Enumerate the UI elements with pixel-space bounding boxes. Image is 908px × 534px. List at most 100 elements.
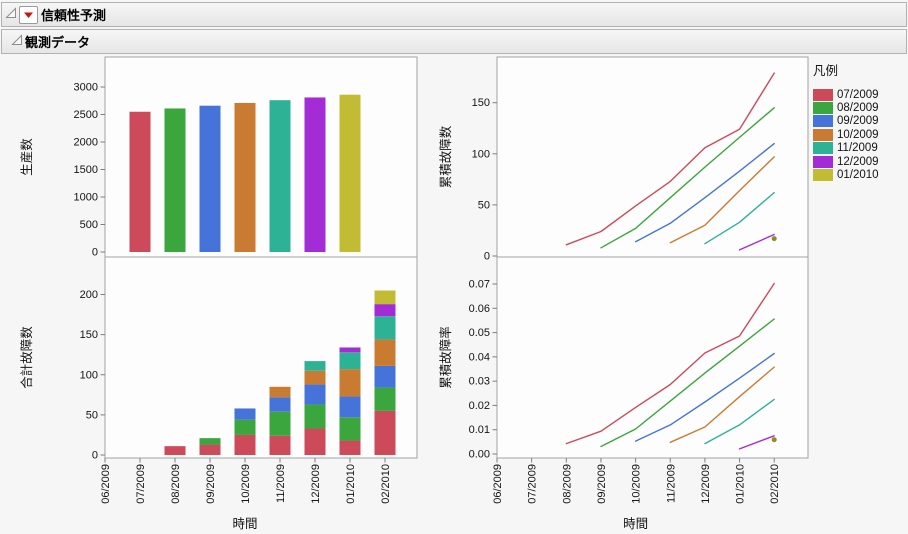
x-tick-label: 02/2010	[380, 464, 392, 504]
legend-entry-09/2009[interactable]: 09/2009	[813, 115, 879, 128]
x-tick-label: 08/2009	[561, 464, 573, 504]
y-tick-label: 3000	[74, 82, 98, 94]
series-line-12/2009[interactable]	[738, 233, 775, 251]
production-bar-01/2010[interactable]	[339, 94, 361, 252]
y-tick-label: 50	[478, 199, 490, 211]
legend-swatch	[813, 102, 833, 115]
legend-swatch	[813, 88, 833, 101]
y-tick-label: 100	[472, 148, 490, 160]
series-line-11/2009[interactable]	[704, 398, 775, 445]
y-tick-label: 50	[86, 409, 98, 421]
failure-segment-10/2009-at-01/2010[interactable]	[339, 369, 361, 397]
failure-segment-08/2009-at-01/2010[interactable]	[339, 417, 361, 441]
failure-segment-11/2009-at-01/2010[interactable]	[339, 352, 361, 370]
y-tick-label: 1000	[74, 192, 98, 204]
x-axis-title: 時間	[623, 517, 648, 531]
red-triangle-menu-button[interactable]	[19, 5, 38, 24]
failure-segment-09/2009-at-01/2010[interactable]	[339, 396, 361, 418]
legend-entry-01/2010[interactable]: 01/2010	[813, 168, 879, 182]
failure-segment-12/2009-at-02/2010[interactable]	[374, 304, 396, 317]
series-line-07/2009[interactable]	[565, 282, 775, 445]
failure-segment-09/2009-at-12/2009[interactable]	[304, 384, 326, 405]
production-bar-12/2009[interactable]	[304, 97, 326, 252]
y-axis-title: 累積故障率	[438, 326, 453, 389]
failure-segment-09/2009-at-02/2010[interactable]	[374, 365, 396, 388]
y-tick-label: 2000	[74, 137, 98, 149]
failure-segment-07/2009-at-12/2009[interactable]	[304, 428, 326, 455]
failure-segment-08/2009-at-02/2010[interactable]	[374, 387, 396, 411]
plot-frame	[496, 56, 809, 258]
series-line-09/2009[interactable]	[634, 142, 775, 243]
y-tick-label: 0.02	[469, 400, 490, 412]
disclosure-triangle-icon[interactable]	[11, 33, 23, 51]
y-tick-label: 0.07	[469, 278, 490, 290]
legend-label: 09/2009	[837, 115, 879, 128]
x-tick-label: 09/2009	[205, 464, 217, 504]
y-tick-label: 0.00	[469, 449, 490, 461]
plot-frame	[104, 56, 418, 258]
series-point-01/2010[interactable]	[771, 236, 777, 242]
failure-segment-07/2009-at-02/2010[interactable]	[374, 410, 396, 455]
x-tick-label: 11/2009	[275, 464, 287, 503]
outline-header-reliability-forecast: 信頼性予測	[1, 2, 907, 27]
legend-entry-10/2009[interactable]: 10/2009	[813, 128, 879, 141]
legend-entry-11/2009[interactable]: 11/2009	[813, 142, 879, 155]
series-line-09/2009[interactable]	[634, 352, 775, 442]
y-tick-label: 0.05	[469, 327, 490, 339]
x-tick-label: 10/2009	[631, 464, 643, 504]
legend-entry-08/2009[interactable]: 08/2009	[813, 101, 879, 115]
failure-segment-10/2009-at-11/2009[interactable]	[269, 386, 291, 398]
production-bar-07/2009[interactable]	[129, 111, 151, 252]
plot-frame	[104, 256, 418, 459]
failure-segment-09/2009-at-10/2009[interactable]	[234, 408, 256, 420]
legend-label: 11/2009	[837, 142, 878, 155]
series-line-07/2009[interactable]	[565, 72, 775, 246]
series-line-08/2009[interactable]	[600, 107, 775, 249]
x-tick-label: 02/2010	[769, 464, 781, 504]
series-line-10/2009[interactable]	[669, 156, 775, 244]
x-tick-label: 07/2009	[135, 464, 147, 504]
series-line-12/2009[interactable]	[738, 435, 775, 450]
legend-entry-12/2009[interactable]: 12/2009	[813, 155, 879, 168]
legend-label: 01/2010	[837, 169, 879, 182]
y-tick-label: 0.03	[469, 376, 490, 388]
x-tick-label: 10/2009	[240, 464, 252, 504]
failure-segment-07/2009-at-01/2010[interactable]	[339, 440, 361, 455]
outline-title: 信頼性予測	[41, 8, 107, 23]
failure-segment-10/2009-at-02/2010[interactable]	[374, 339, 396, 366]
failure-segment-11/2009-at-12/2009[interactable]	[304, 361, 326, 371]
failure-segment-07/2009-at-10/2009[interactable]	[234, 434, 256, 455]
failure-segment-08/2009-at-12/2009[interactable]	[304, 404, 326, 429]
series-line-10/2009[interactable]	[669, 366, 775, 443]
failure-segment-11/2009-at-02/2010[interactable]	[374, 316, 396, 340]
legend-swatch	[813, 115, 833, 128]
y-tick-label: 500	[80, 219, 98, 231]
failure-segment-08/2009-at-10/2009[interactable]	[234, 419, 256, 435]
failure-segment-09/2009-at-11/2009[interactable]	[269, 397, 291, 412]
legend-entry-07/2009[interactable]: 07/2009	[813, 88, 879, 101]
series-line-11/2009[interactable]	[704, 191, 775, 245]
failure-segment-07/2009-at-11/2009[interactable]	[269, 435, 291, 455]
production-bar-09/2009[interactable]	[199, 105, 221, 252]
y-tick-label: 0	[484, 251, 490, 263]
failure-segment-08/2009-at-09/2009[interactable]	[199, 438, 221, 445]
x-tick-label: 12/2009	[310, 464, 322, 504]
production-bar-10/2009[interactable]	[234, 102, 256, 252]
legend-label: 12/2009	[837, 155, 879, 168]
legend-swatch	[813, 142, 833, 155]
failure-segment-01/2010-at-02/2010[interactable]	[374, 290, 396, 305]
series-line-08/2009[interactable]	[600, 318, 775, 448]
x-tick-label: 06/2009	[100, 464, 112, 504]
disclosure-triangle-icon[interactable]	[5, 6, 17, 24]
failure-segment-12/2009-at-01/2010[interactable]	[339, 347, 361, 353]
failure-segment-07/2009-at-08/2009[interactable]	[164, 446, 186, 455]
production-bar-11/2009[interactable]	[269, 100, 291, 252]
failure-segment-07/2009-at-09/2009[interactable]	[199, 444, 221, 455]
production-bar-08/2009[interactable]	[164, 108, 186, 252]
legend-label: 10/2009	[837, 128, 879, 141]
series-point-01/2010[interactable]	[771, 437, 777, 443]
failure-segment-08/2009-at-11/2009[interactable]	[269, 411, 291, 436]
legend-label: 07/2009	[837, 88, 879, 101]
failure-segment-10/2009-at-12/2009[interactable]	[304, 370, 326, 385]
